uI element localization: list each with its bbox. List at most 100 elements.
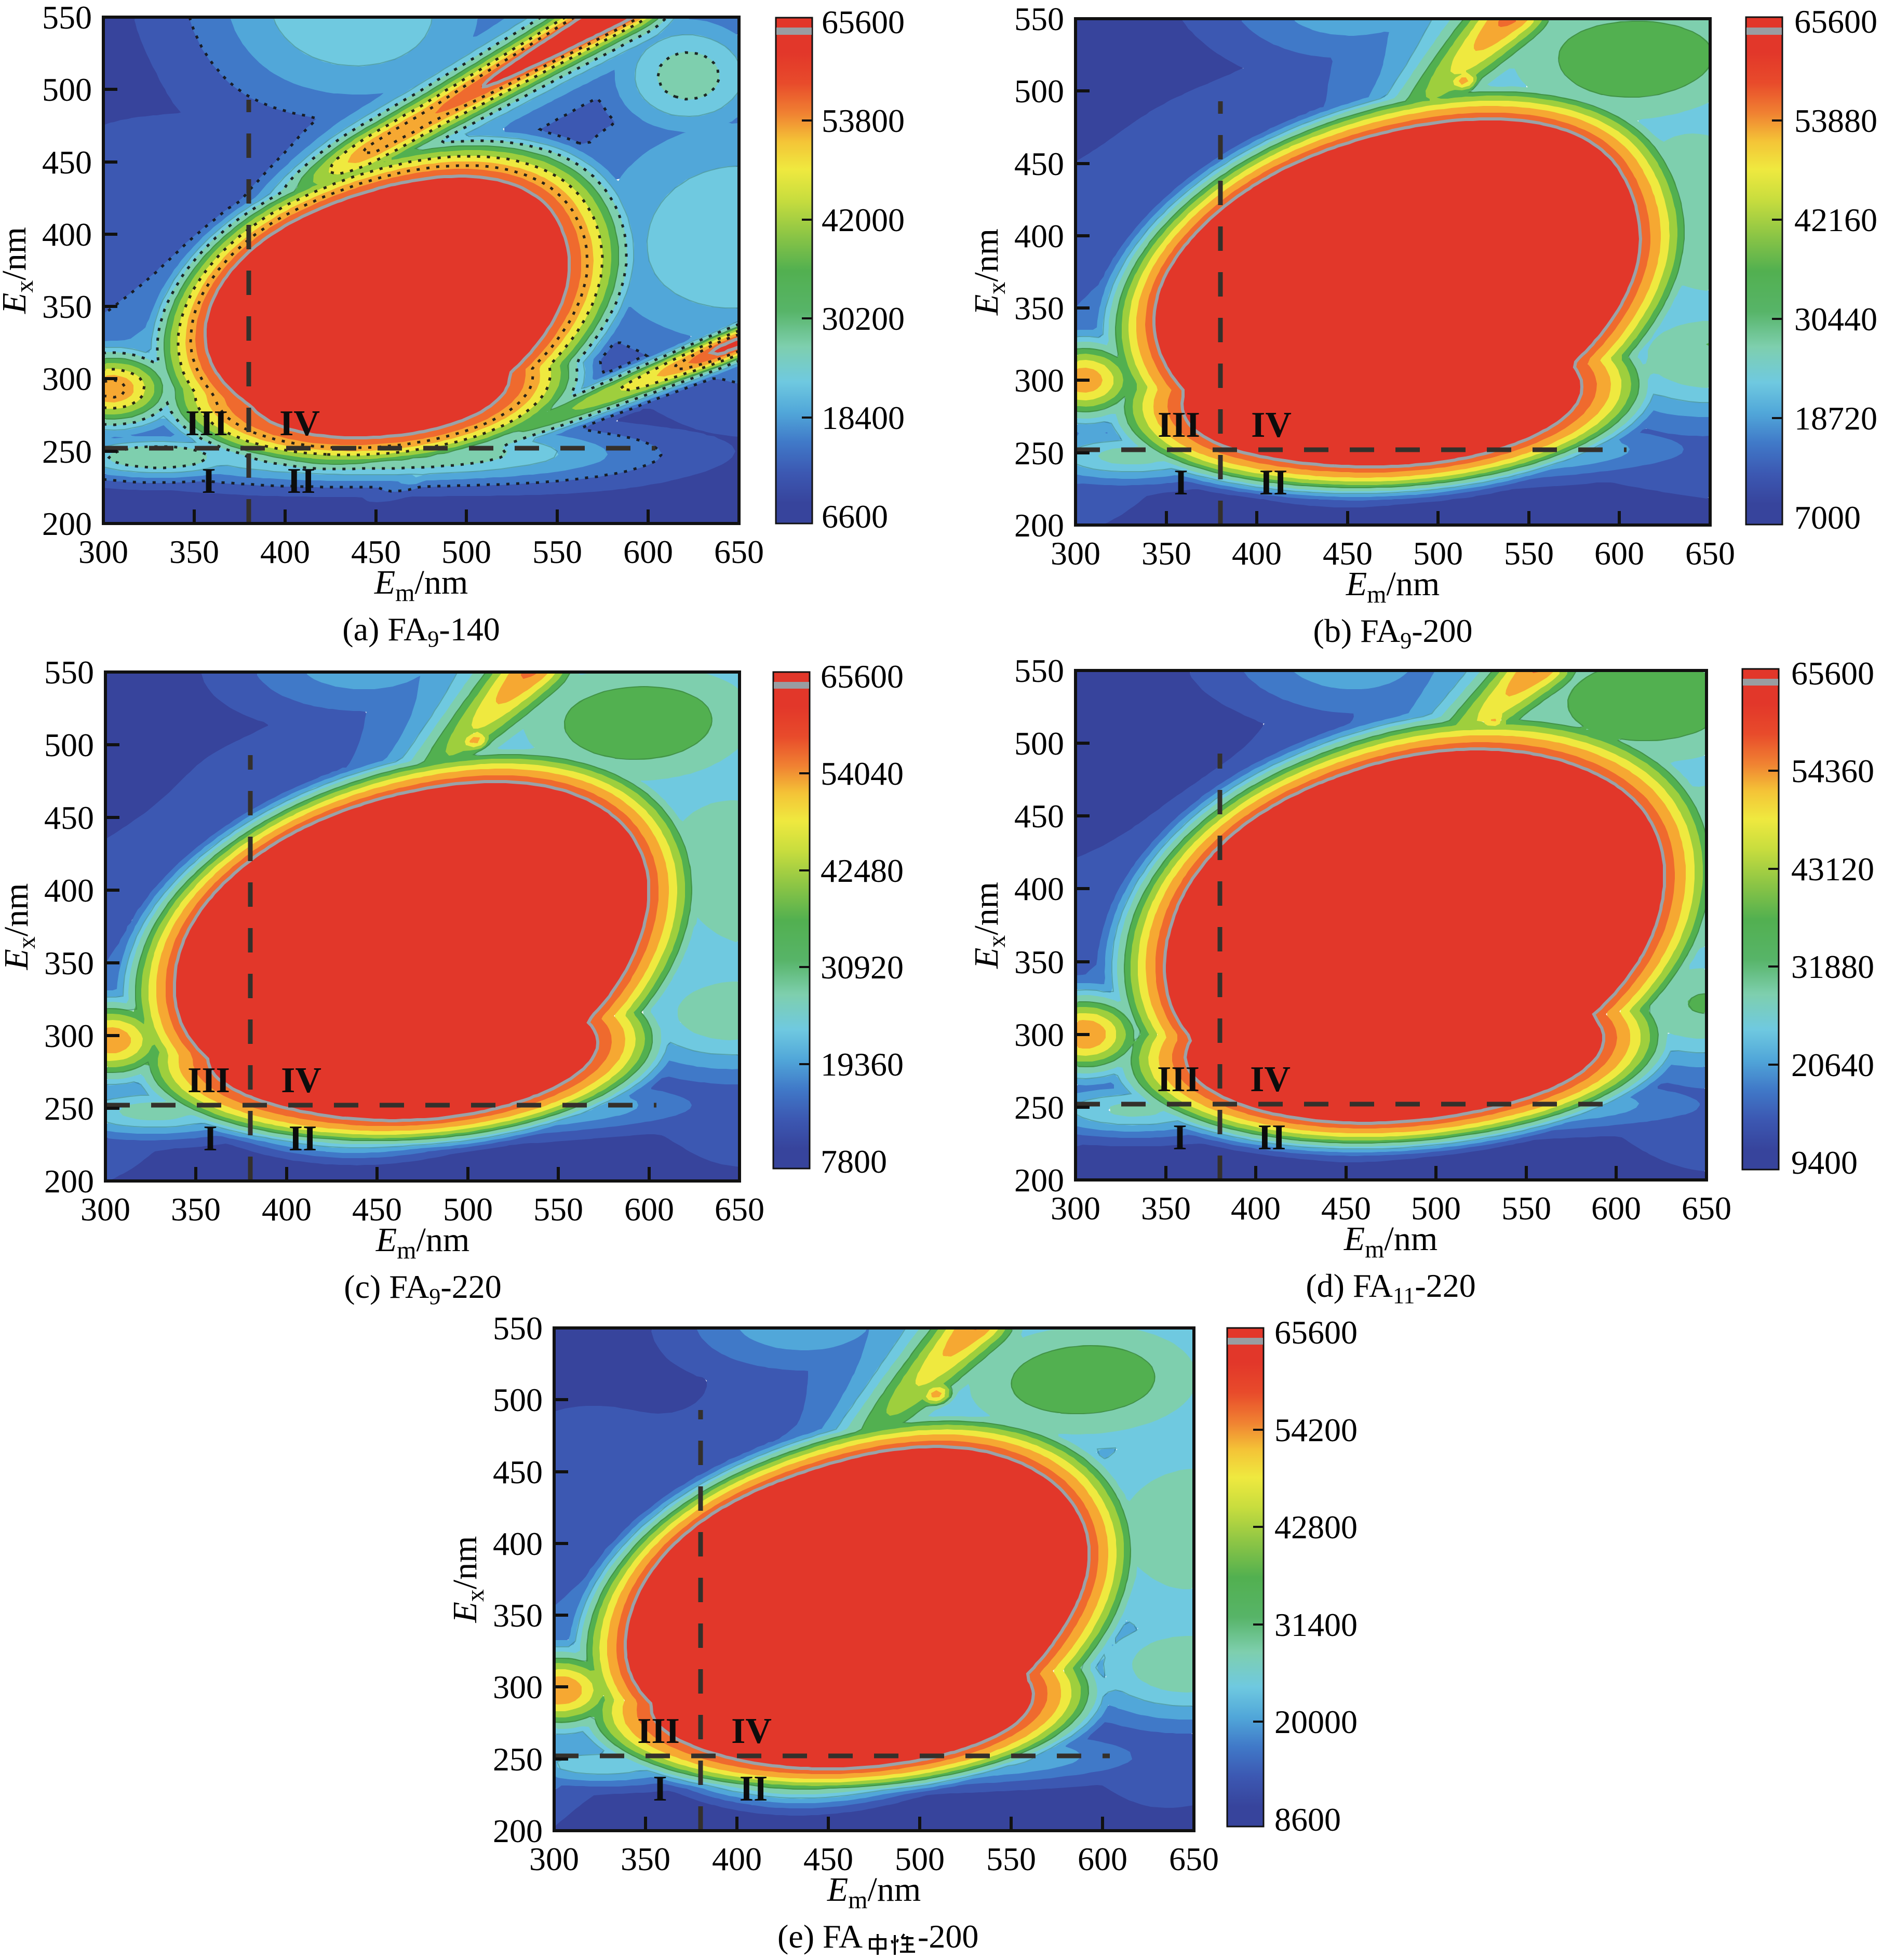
svg-text:350: 350: [169, 533, 219, 570]
svg-text:500: 500: [895, 1841, 945, 1877]
svg-text:Ex/nm: Ex/nm: [0, 227, 38, 314]
svg-text:450: 450: [493, 1454, 543, 1491]
svg-text:30920: 30920: [821, 949, 904, 986]
svg-text:350: 350: [621, 1841, 670, 1877]
svg-text:500: 500: [1014, 725, 1064, 762]
svg-text:Ex/nm: Ex/nm: [446, 1536, 489, 1623]
svg-text:350: 350: [1014, 290, 1064, 327]
svg-text:53800: 53800: [822, 102, 905, 139]
svg-text:31880: 31880: [1791, 948, 1874, 985]
svg-text:III: III: [637, 1711, 680, 1751]
svg-text:500: 500: [493, 1381, 543, 1418]
svg-text:65600: 65600: [822, 4, 905, 41]
svg-text:6600: 6600: [822, 498, 888, 535]
svg-text:300: 300: [1051, 535, 1100, 572]
svg-text:IV: IV: [1251, 405, 1292, 445]
svg-text:18720: 18720: [1794, 400, 1877, 437]
svg-text:400: 400: [262, 1191, 312, 1228]
svg-text:350: 350: [1141, 535, 1191, 572]
svg-text:200: 200: [44, 1163, 94, 1200]
svg-text:Em/nm: Em/nm: [375, 1221, 469, 1264]
svg-text:400: 400: [44, 872, 94, 909]
svg-text:300: 300: [44, 1017, 94, 1054]
svg-text:42160: 42160: [1794, 202, 1877, 238]
svg-text:550: 550: [1501, 1190, 1551, 1227]
svg-text:54200: 54200: [1274, 1412, 1358, 1448]
svg-text:450: 450: [42, 144, 92, 181]
svg-text:300: 300: [1014, 1016, 1064, 1053]
svg-text:500: 500: [443, 1191, 493, 1228]
svg-text:IV: IV: [279, 404, 320, 444]
svg-text:II: II: [289, 1119, 317, 1159]
svg-text:300: 300: [78, 533, 128, 570]
svg-text:550: 550: [1504, 535, 1554, 572]
svg-text:650: 650: [714, 533, 764, 570]
svg-text:(e) FA: (e) FA: [777, 1918, 863, 1955]
svg-text:III: III: [185, 404, 228, 444]
svg-text:550: 550: [493, 1310, 543, 1347]
svg-text:550: 550: [533, 1191, 583, 1228]
svg-text:350: 350: [42, 288, 92, 325]
svg-text:Em/nm: Em/nm: [1343, 1220, 1437, 1263]
svg-text:8600: 8600: [1274, 1801, 1341, 1838]
svg-text:(d) FA11-220: (d) FA11-220: [1306, 1267, 1475, 1308]
svg-text:65600: 65600: [1794, 3, 1877, 40]
svg-text:500: 500: [44, 727, 94, 763]
svg-text:450: 450: [1014, 145, 1064, 182]
svg-text:200: 200: [1014, 507, 1064, 544]
svg-text:250: 250: [1014, 435, 1064, 472]
svg-text:400: 400: [1231, 1190, 1281, 1227]
svg-text:450: 450: [44, 799, 94, 836]
svg-text:42000: 42000: [822, 202, 905, 238]
svg-text:500: 500: [1411, 1190, 1461, 1227]
svg-text:300: 300: [1014, 362, 1064, 399]
svg-text:250: 250: [493, 1741, 543, 1778]
svg-text:III: III: [1158, 405, 1200, 445]
svg-text:43120: 43120: [1791, 851, 1874, 888]
svg-text:600: 600: [1591, 1190, 1641, 1227]
svg-text:400: 400: [712, 1841, 762, 1877]
svg-text:600: 600: [624, 1191, 674, 1228]
svg-text:Ex/nm: Ex/nm: [968, 229, 1011, 316]
svg-text:(c) FA9-220: (c) FA9-220: [344, 1268, 501, 1309]
svg-text:300: 300: [1051, 1190, 1100, 1227]
svg-text:31400: 31400: [1274, 1606, 1358, 1643]
svg-text:200: 200: [1014, 1162, 1064, 1199]
svg-text:7000: 7000: [1794, 499, 1861, 536]
svg-text:350: 350: [44, 945, 94, 982]
svg-text:500: 500: [1413, 535, 1463, 572]
svg-text:550: 550: [42, 0, 92, 36]
svg-text:III: III: [1157, 1059, 1200, 1099]
svg-text:300: 300: [42, 360, 92, 397]
svg-text:550: 550: [1014, 652, 1064, 689]
svg-text:III: III: [187, 1060, 230, 1100]
svg-text:600: 600: [1078, 1841, 1127, 1877]
svg-text:500: 500: [42, 71, 92, 108]
svg-text:450: 450: [351, 533, 401, 570]
svg-text:350: 350: [171, 1191, 221, 1228]
svg-text:19360: 19360: [821, 1046, 904, 1083]
svg-text:20000: 20000: [1274, 1703, 1358, 1740]
svg-text:650: 650: [1682, 1190, 1731, 1227]
svg-text:I: I: [201, 461, 216, 501]
svg-text:600: 600: [623, 533, 673, 570]
svg-text:450: 450: [1014, 798, 1064, 835]
svg-text:350: 350: [493, 1597, 543, 1634]
svg-text:30200: 30200: [822, 300, 905, 337]
svg-text:20640: 20640: [1791, 1046, 1874, 1083]
svg-text:Em/nm: Em/nm: [1346, 565, 1440, 608]
svg-text:42480: 42480: [821, 852, 904, 889]
svg-text:250: 250: [1014, 1089, 1064, 1126]
svg-text:450: 450: [1321, 1190, 1371, 1227]
svg-text:200: 200: [493, 1813, 543, 1849]
svg-text:250: 250: [42, 433, 92, 470]
svg-text:9400: 9400: [1791, 1144, 1858, 1181]
svg-text:II: II: [1258, 1118, 1286, 1158]
svg-text:65600: 65600: [821, 658, 904, 695]
svg-text:450: 450: [1323, 535, 1373, 572]
svg-text:-200: -200: [918, 1918, 978, 1955]
svg-text:350: 350: [1014, 944, 1064, 981]
svg-text:650: 650: [1685, 535, 1735, 572]
svg-text:250: 250: [44, 1090, 94, 1127]
svg-text:400: 400: [260, 533, 310, 570]
